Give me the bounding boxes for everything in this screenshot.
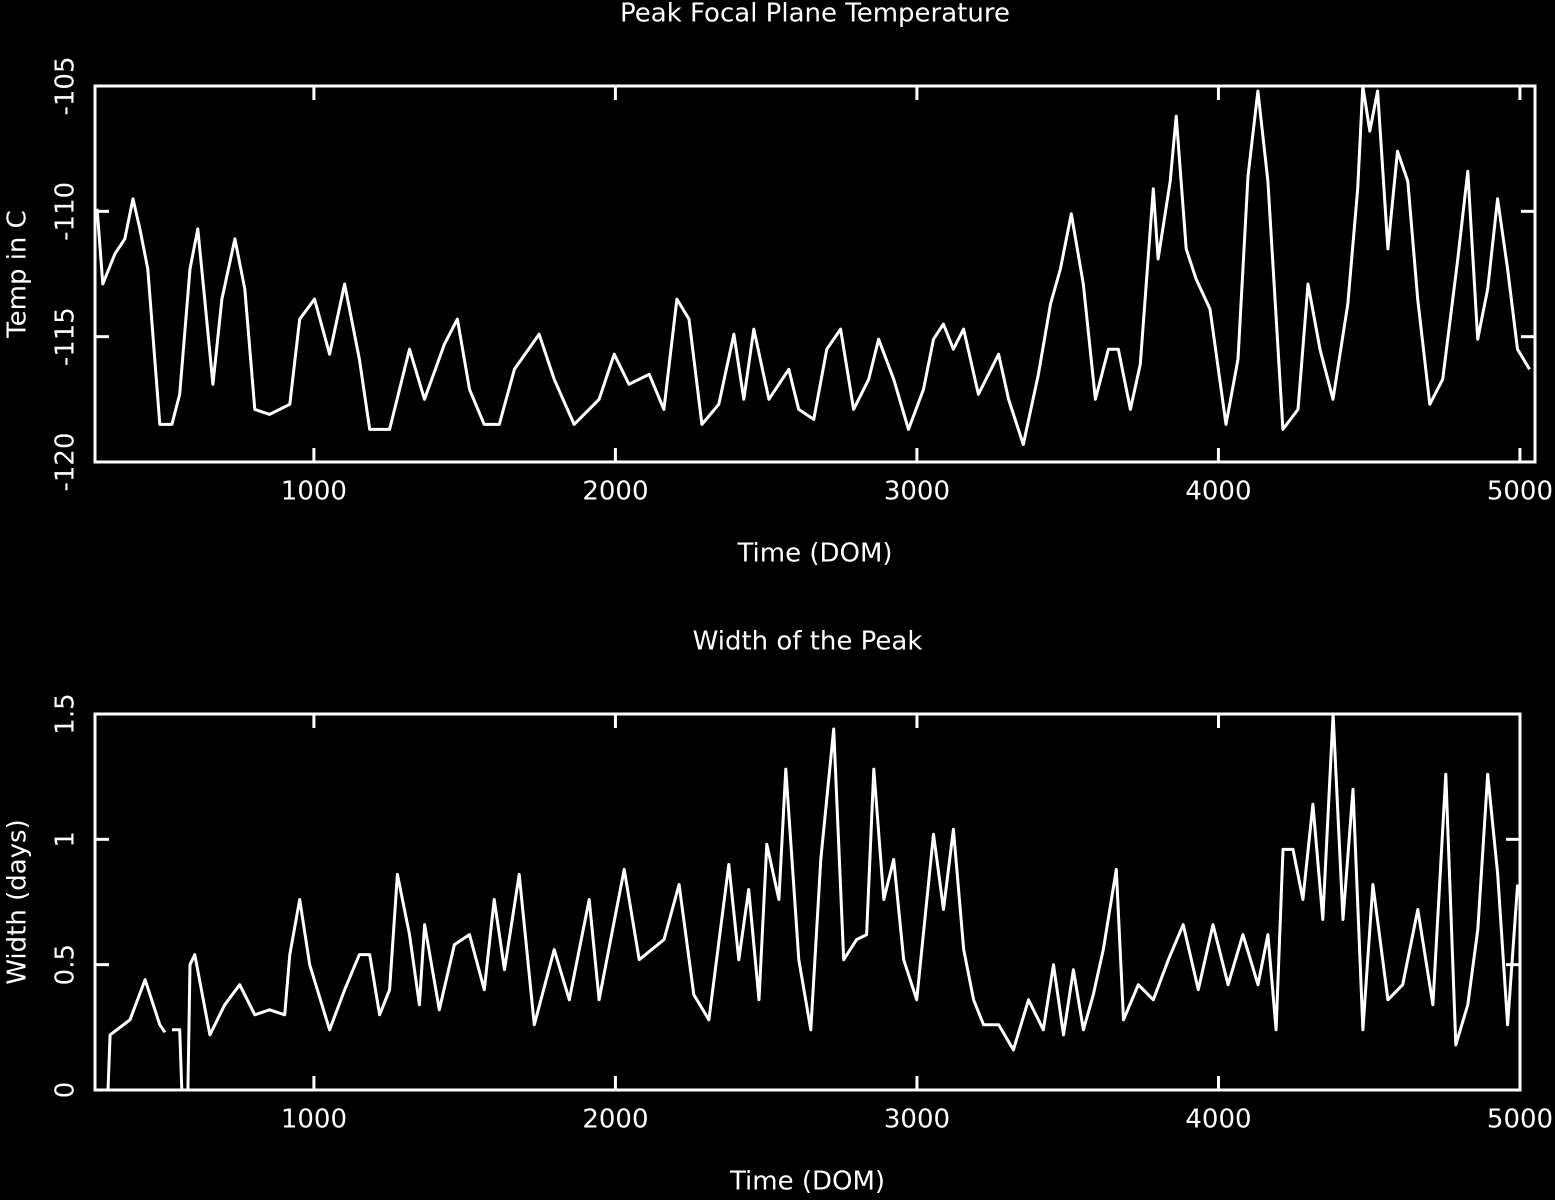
x-tick-label: 1000 [281,477,347,507]
chart-title: Peak Focal Plane Temperature [620,0,1010,29]
y-tick-label: 0.5 [51,944,81,985]
x-tick-label: 2000 [582,1105,648,1135]
y-tick-label: -120 [51,432,81,491]
x-tick-label: 2000 [582,477,648,507]
x-tick-label: 5000 [1487,1105,1553,1135]
y-axis-label: Temp in C [3,210,33,339]
y-tick-label: 0 [51,1082,81,1099]
x-tick-label: 3000 [884,1105,950,1135]
y-tick-label: 1.5 [51,693,81,734]
plot-frame [93,712,1522,1092]
y-axis-label: Width (days) [3,819,33,984]
data-line [95,84,1531,446]
x-axis-label: Time (DOM) [729,1167,885,1197]
x-tick-label: 3000 [884,477,950,507]
x-axis-label: Time (DOM) [736,539,892,569]
y-tick-label: -115 [51,307,81,366]
y-tick-label: -110 [51,182,81,241]
data-line [106,712,1520,1092]
x-tick-label: 1000 [281,1105,347,1135]
y-tick-label: 1 [51,831,81,848]
x-tick-label: 4000 [1185,477,1251,507]
y-tick-label: -105 [51,56,81,115]
x-tick-label: 4000 [1185,1105,1251,1135]
x-tick-label: 5000 [1487,477,1553,507]
chart-title: Width of the Peak [693,627,923,657]
plot-frame [93,84,1537,464]
